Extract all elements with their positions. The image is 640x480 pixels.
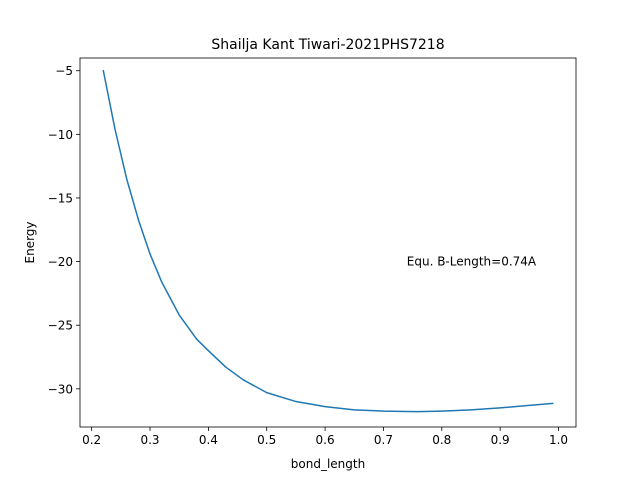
x-tick-label: 0.9 — [491, 433, 510, 447]
x-tick-label: 0.4 — [199, 433, 218, 447]
axes-frame — [79, 57, 577, 428]
y-tick-label: −20 — [48, 255, 73, 269]
x-tick-label: 0.8 — [432, 433, 451, 447]
series-line-0 — [102, 69, 554, 413]
x-tick-label: 1.0 — [549, 433, 568, 447]
y-tick-label: −30 — [48, 382, 73, 396]
y-tick-label: −10 — [48, 128, 73, 142]
chart-title: Shailja Kant Tiwari-2021PHS7218 — [211, 37, 444, 53]
y-tick-label: −25 — [48, 319, 73, 333]
annotation-text: Equ. B-Length=0.74A — [407, 255, 537, 269]
plot-area — [80, 58, 576, 427]
x-tick-label: 0.3 — [140, 433, 159, 447]
y-axis-label: Energy — [23, 221, 37, 263]
x-tick-label: 0.7 — [374, 433, 393, 447]
series-layer — [102, 69, 554, 413]
x-axis-label: bond_length — [291, 457, 365, 471]
x-tick-label: 0.5 — [257, 433, 276, 447]
x-tick-label: 0.2 — [82, 433, 101, 447]
y-tick-label: −15 — [48, 191, 73, 205]
axes-layer: 0.2 0.3 0.4 0.5 0.6 0.7 0.8 0.9 1.0 −5 −10 −15 −20 −2… — [48, 57, 577, 447]
y-tick-label: −5 — [55, 64, 73, 78]
x-tick-label: 0.6 — [316, 433, 335, 447]
